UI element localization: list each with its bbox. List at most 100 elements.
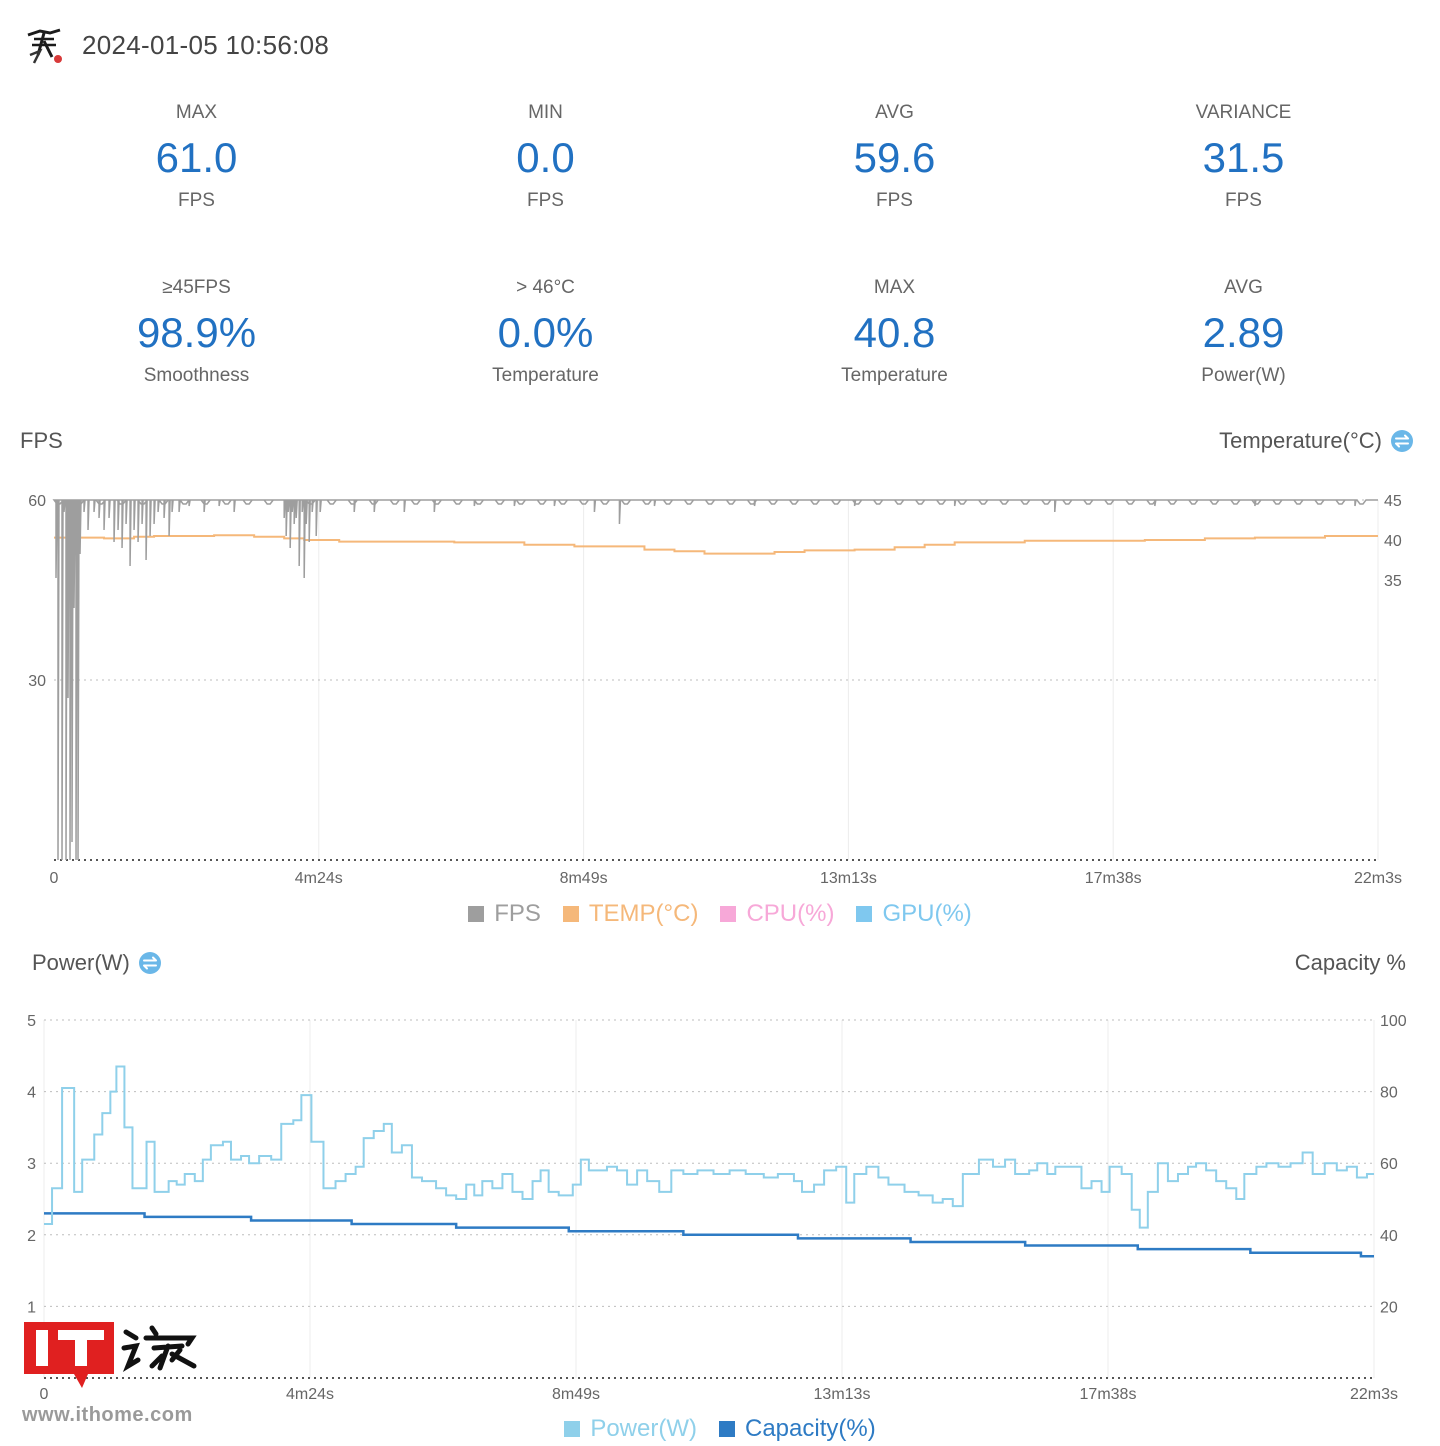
power-capacity-chart: 5 4 3 2 1 100 80 60 40 20 0 4m24s 8m49s 13m13s 17m38s 2… [27, 1013, 1407, 1403]
stat-over-temp: > 46°C 0.0% Temperature [371, 275, 720, 450]
y-right-tick-label: 100 [1380, 1013, 1407, 1030]
power-chart-legend: Power(W) Capacity(%) [0, 1415, 1440, 1443]
stat-avg-fps: AVG 59.6 FPS [720, 100, 1069, 275]
x-tick-label: 0 [40, 1386, 49, 1403]
stat-avg-power: AVG 2.89 Power(W) [1069, 275, 1418, 450]
legend-item-capacity[interactable]: Capacity(%) [718, 1415, 876, 1443]
y-right-tick-label: 20 [1380, 1299, 1398, 1316]
stat-unit: Smoothness [143, 365, 250, 386]
x-tick-label: 13m13s [814, 1386, 871, 1403]
y-right-tick-label: 35 [1384, 573, 1402, 590]
stat-value: 0.0% [497, 309, 594, 356]
stat-variance-fps: VARIANCE 31.5 FPS [1069, 100, 1418, 275]
legend-swatch [564, 1421, 581, 1437]
ithome-watermark: www.ithome.com [22, 1320, 222, 1430]
capacity-series-line [44, 1212, 1374, 1258]
y-left-tick-label: 60 [28, 493, 46, 510]
stats-grid: MAX 61.0 FPS MIN 0.0 FPS AVG 59.6 FPS VA… [22, 100, 1418, 450]
stat-unit: Temperature [841, 365, 948, 386]
fps-chart-title: FPS [20, 428, 63, 454]
stat-value: 61.0 [155, 134, 238, 181]
stat-min-fps: MIN 0.0 FPS [371, 100, 720, 275]
stat-label: > 46°C [516, 277, 575, 298]
stat-label: MIN [528, 102, 563, 123]
legend-item-cpu[interactable]: CPU(%) [720, 900, 834, 928]
session-timestamp: 2024-01-05 10:56:08 [82, 29, 330, 60]
y-left-tick-label: 2 [27, 1228, 36, 1245]
temp-axis-title: Temperature(°C) [1219, 428, 1382, 453]
legend-item-temp[interactable]: TEMP(°C) [562, 900, 699, 928]
y-left-tick-label: 5 [27, 1013, 36, 1030]
legend-swatch [562, 906, 579, 922]
ink-painting-avatar-icon[interactable] [20, 21, 68, 69]
capacity-axis-title: Capacity % [1294, 950, 1406, 975]
power-axis-title: Power(W) [32, 950, 130, 975]
ithome-logo-icon [24, 1322, 197, 1388]
stat-max-temp: MAX 40.8 Temperature [720, 275, 1069, 450]
stat-unit: Power(W) [1201, 365, 1286, 386]
legend-item-power[interactable]: Power(W) [564, 1415, 697, 1443]
swap-axis-icon[interactable] [1390, 429, 1414, 453]
x-tick-label: 4m24s [286, 1386, 334, 1403]
y-right-tick-label: 40 [1384, 533, 1402, 550]
legend-label: Power(W) [590, 1415, 697, 1442]
legend-swatch [468, 906, 485, 922]
legend-label: CPU(%) [746, 900, 835, 927]
x-tick-label: 8m49s [552, 1386, 600, 1403]
fps-series-line [52, 499, 1378, 861]
legend-label: Capacity(%) [744, 1415, 876, 1442]
legend-swatch [718, 1421, 735, 1437]
stat-unit: FPS [1225, 190, 1262, 211]
fps-axis-title: FPS [20, 428, 63, 453]
legend-label: FPS [494, 900, 541, 927]
stat-label: MAX [175, 102, 218, 123]
y-left-tick-label: 4 [27, 1085, 36, 1102]
legend-item-gpu[interactable]: GPU(%) [856, 900, 972, 928]
stat-label: MAX [873, 277, 916, 298]
stat-label: AVG [1224, 277, 1263, 298]
y-left-tick-label: 30 [28, 673, 46, 690]
x-tick-label: 0 [50, 870, 59, 887]
stat-value: 0.0 [516, 134, 575, 181]
stats-row: ≥45FPS 98.9% Smoothness > 46°C 0.0% Temp… [22, 275, 1418, 450]
power-chart-title: Power(W) [32, 950, 162, 976]
stat-unit: FPS [876, 190, 913, 211]
stat-value: 98.9% [136, 309, 257, 356]
stat-label: VARIANCE [1195, 102, 1292, 123]
stat-value: 2.89 [1202, 309, 1285, 356]
y-left-tick-label: 1 [27, 1299, 36, 1316]
fps-temperature-chart: 60 30 45 40 35 0 4m24s 8m49s 13m13s 17m38s 22m3s [28, 493, 1402, 887]
stat-max-fps: MAX 61.0 FPS [22, 100, 371, 275]
stat-value: 31.5 [1202, 134, 1285, 181]
y-right-tick-label: 40 [1380, 1228, 1398, 1245]
legend-swatch [856, 906, 873, 922]
y-right-tick-label: 80 [1380, 1085, 1398, 1102]
temperature-series-line [54, 534, 1378, 555]
x-tick-label: 4m24s [295, 870, 343, 887]
stats-row: MAX 61.0 FPS MIN 0.0 FPS AVG 59.6 FPS VA… [22, 100, 1418, 275]
legend-label: GPU(%) [882, 900, 972, 927]
stat-unit: Temperature [492, 365, 599, 386]
header: 2024-01-05 10:56:08 [20, 20, 329, 70]
x-tick-label: 17m38s [1080, 1386, 1137, 1403]
temp-chart-title: Temperature(°C) [1219, 428, 1414, 454]
stat-value: 40.8 [853, 309, 936, 356]
fps-chart-legend: FPS TEMP(°C) CPU(%) GPU(%) [0, 900, 1440, 928]
legend-swatch [720, 906, 737, 922]
stat-label: ≥45FPS [162, 277, 231, 298]
y-right-tick-label: 60 [1380, 1156, 1398, 1173]
power-series-line [44, 1065, 1374, 1229]
y-right-tick-label: 45 [1384, 493, 1402, 510]
capacity-chart-title: Capacity % [1295, 950, 1406, 976]
x-tick-label: 8m49s [560, 870, 608, 887]
stat-value: 59.6 [853, 134, 936, 181]
legend-item-fps[interactable]: FPS [468, 900, 541, 928]
stat-unit: FPS [178, 190, 215, 211]
legend-label: TEMP(°C) [588, 900, 699, 927]
swap-axis-icon[interactable] [138, 951, 162, 975]
x-tick-label: 22m3s [1354, 870, 1402, 887]
stat-label: AVG [875, 102, 914, 123]
chart-grid [43, 1019, 1375, 1379]
stat-unit: FPS [527, 190, 564, 211]
x-tick-label: 17m38s [1085, 870, 1142, 887]
